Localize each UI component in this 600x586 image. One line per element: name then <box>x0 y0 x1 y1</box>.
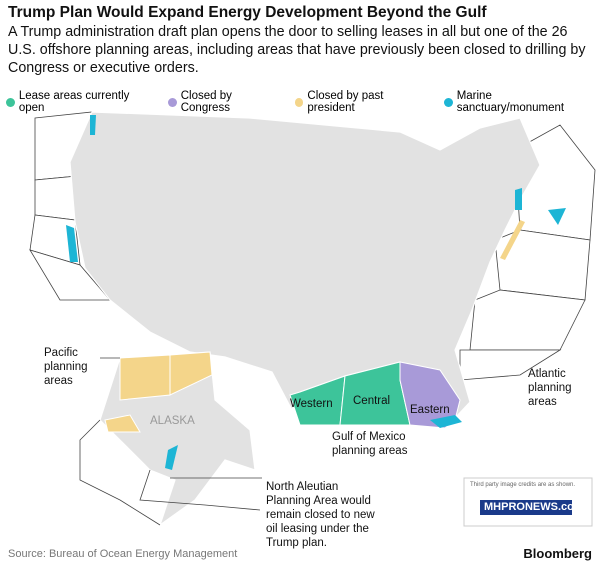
sanctuary <box>548 208 566 225</box>
watermark-logo: MHPRONEWS.com <box>484 501 584 513</box>
legend-item: Marine sanctuary/monument <box>443 90 600 114</box>
alaska-closed-president <box>169 351 213 396</box>
eastern-label: Eastern <box>410 404 450 416</box>
closed-president <box>500 220 525 260</box>
sanctuary <box>66 225 78 262</box>
sanctuary <box>515 188 522 210</box>
watermark-logo-bg <box>480 500 572 515</box>
legend-label: Closed by Congress <box>180 90 232 114</box>
legend-label: Lease areas currently open <box>18 90 130 114</box>
gulf-label: Gulf of Mexico planning areas <box>332 431 408 457</box>
legend-label: Marine sanctuary/monument <box>456 90 565 114</box>
legend-swatch <box>6 97 15 107</box>
alaska-closed-president <box>104 414 141 433</box>
central-label: Central <box>353 395 391 407</box>
alaska-areas <box>79 357 262 526</box>
source: Source: Bureau of Ocean Energy Managemen… <box>8 548 238 560</box>
pacific-label: Pacific planning areas <box>44 347 88 387</box>
brand: Bloomberg <box>523 546 592 561</box>
legend-item: Closed by past president <box>294 90 432 114</box>
atlantic-areas <box>459 124 596 381</box>
legend-item: Closed by Congress <box>167 90 283 114</box>
north-aleutian-note: North Aleutian Planning Area would remai… <box>266 481 375 549</box>
legend-label: Closed by past president <box>307 90 384 114</box>
western-label: Western <box>290 398 333 410</box>
atlantic-label: Atlantic planning areas <box>528 368 572 408</box>
sanctuary <box>90 115 96 135</box>
watermark-note: Third party image credits are as shown. <box>470 482 576 488</box>
legend-swatch <box>443 97 453 107</box>
legend-item: Lease areas currently open <box>6 90 156 114</box>
alaska-label: ALASKA <box>150 415 195 427</box>
alaska-sanctuary <box>165 445 178 470</box>
sanctuary <box>430 415 462 428</box>
legend-swatch <box>294 97 304 107</box>
subtitle: A Trump administration draft plan opens … <box>8 24 586 76</box>
title: Trump Plan Would Expand Energy Developme… <box>8 4 487 21</box>
legend: Lease areas currently open Closed by Cong… <box>6 90 600 114</box>
legend-swatch <box>167 97 177 107</box>
alaska-closed-president <box>119 354 171 401</box>
